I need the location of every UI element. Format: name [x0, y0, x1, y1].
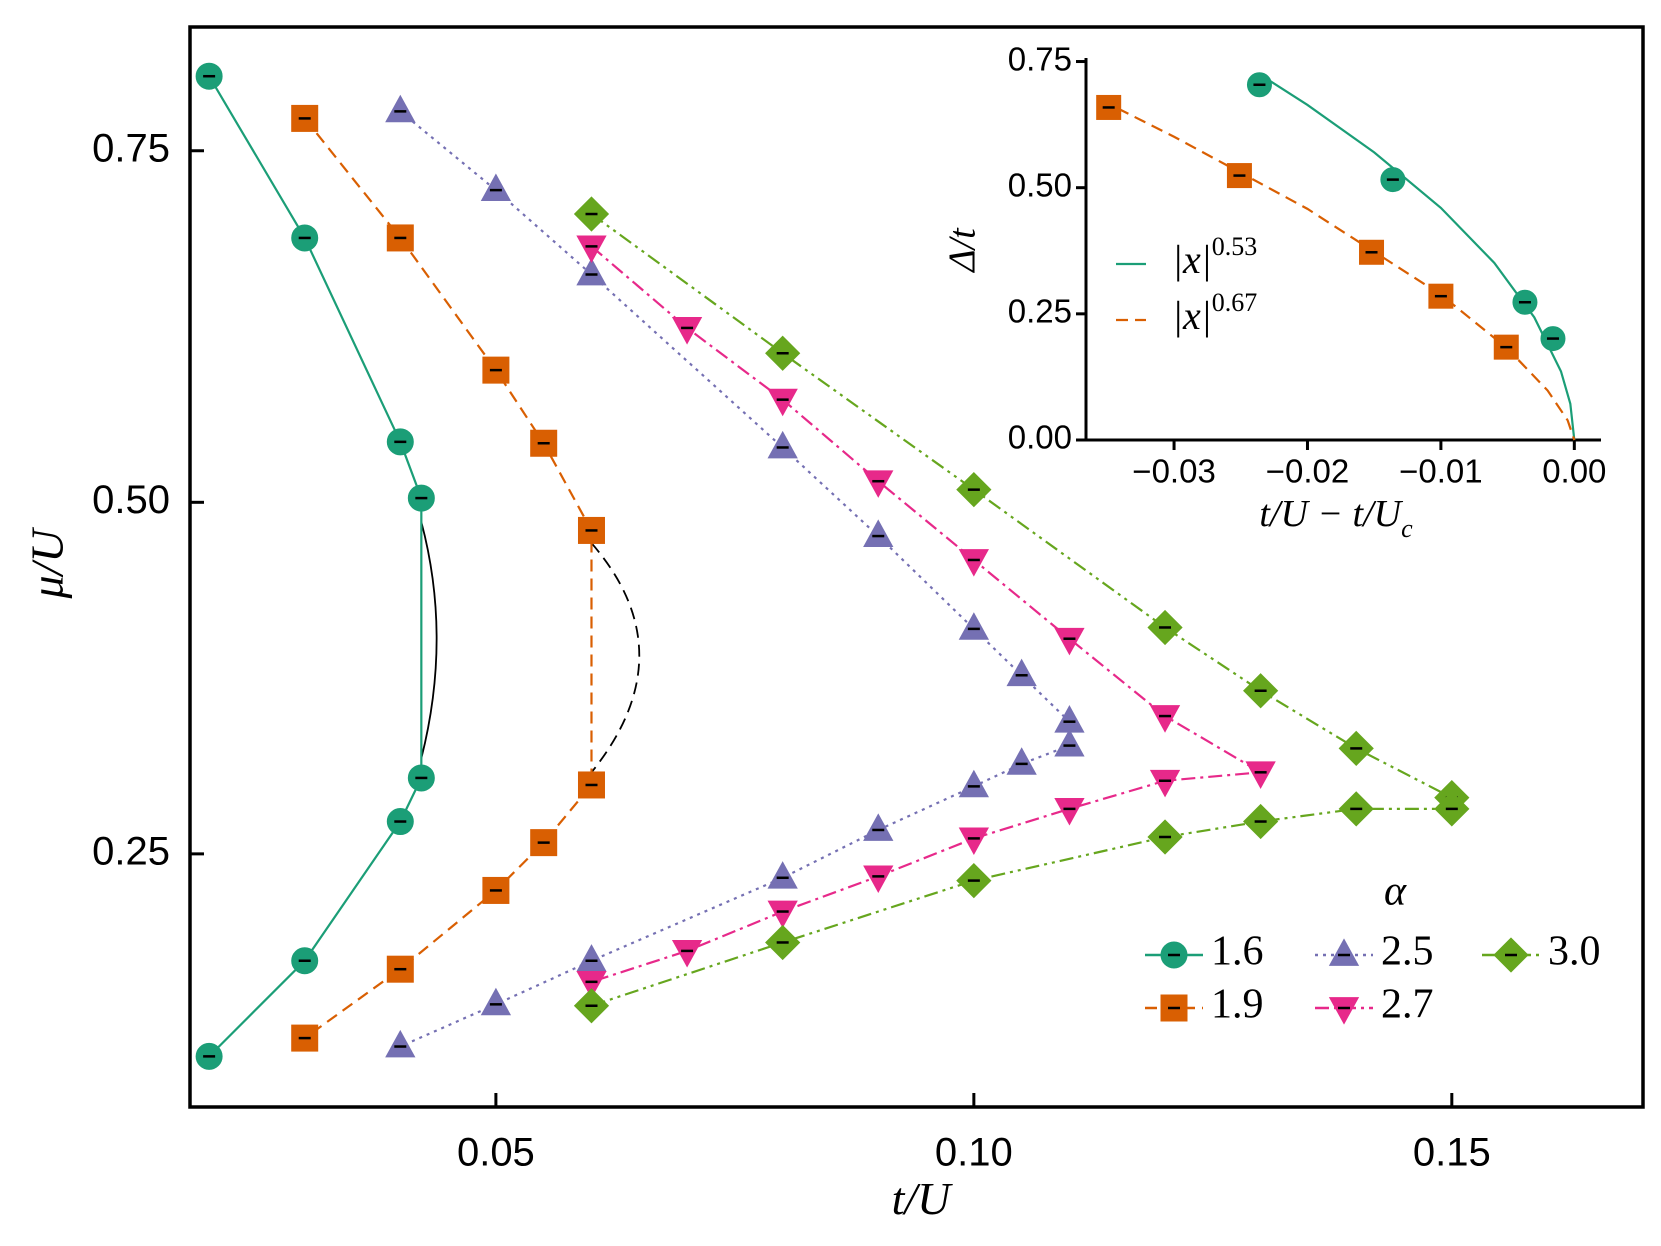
marker	[480, 987, 512, 1016]
marker	[767, 861, 798, 889]
x-axis-label-text: t/U	[892, 1173, 954, 1224]
marker	[958, 549, 990, 577]
guide-curve	[420, 521, 438, 759]
marker	[863, 470, 894, 498]
marker	[1328, 997, 1360, 1025]
marker	[958, 827, 990, 856]
x-tick-label: 0.15	[1413, 1131, 1491, 1175]
marker	[767, 430, 798, 459]
marker	[386, 224, 414, 252]
y-axis-label: Δ/t	[942, 227, 984, 274]
inset-legend: |x|0.53|x|0.67	[1116, 232, 1257, 338]
marker	[1006, 747, 1037, 775]
series-line	[208, 75, 423, 1058]
x-tick-label: −0.01	[1399, 453, 1483, 490]
marker	[1493, 334, 1519, 360]
x-tick-label: −0.02	[1266, 453, 1350, 490]
legend-title: α	[1384, 869, 1407, 915]
marker	[1328, 938, 1360, 966]
marker	[480, 173, 512, 202]
y-tick-label: 0.75	[92, 126, 170, 170]
marker	[767, 900, 798, 929]
marker	[576, 235, 607, 264]
y-tick-label: 0.25	[1008, 293, 1072, 330]
legend-label: |x|0.67	[1172, 288, 1257, 338]
y-tick-label: 0.75	[1008, 40, 1072, 77]
x-tick-label: 0.05	[457, 1131, 535, 1175]
x-axis-label: t/U	[892, 1173, 954, 1224]
marker	[1054, 797, 1085, 826]
marker	[1149, 769, 1181, 798]
x-axis-label-text: t/U − t/U	[1259, 493, 1403, 535]
y-axis-label: μ/U	[22, 527, 73, 600]
x-tick-label: 0.00	[1542, 453, 1606, 490]
marker	[958, 769, 990, 798]
legend-exponent: 0.67	[1212, 288, 1258, 317]
y-tick-label: 0.00	[1008, 419, 1072, 456]
marker	[863, 865, 894, 894]
legend-label: 2.7	[1381, 982, 1434, 1028]
legend-name: |x|	[1172, 237, 1212, 282]
guide-curve	[590, 542, 641, 773]
marker	[1006, 658, 1037, 687]
marker	[958, 612, 990, 640]
y-tick-label: 0.50	[1008, 166, 1072, 203]
legend-name: |x|	[1172, 293, 1212, 338]
legend-label: 2.5	[1381, 929, 1434, 975]
inset-plot: −0.03 −0.02 −0.01 0.00 0.00 0.25 0.50 0.75 t/U −…	[942, 40, 1607, 543]
marker	[863, 813, 894, 841]
marker	[671, 940, 703, 968]
y-tick-label: 0.25	[92, 829, 170, 873]
legend-label: |x|0.53	[1172, 232, 1257, 282]
x-tick-label: −0.03	[1132, 453, 1216, 490]
legend-label: 3.0	[1548, 929, 1601, 975]
main-plot: 0.05 0.10 0.15 0.25 0.50 0.75 t/U μ/U α 1.6 1.9 2.5…	[22, 25, 1645, 1224]
legend-exponent: 0.53	[1212, 232, 1258, 261]
legend-label: 1.9	[1211, 982, 1264, 1028]
marker	[863, 519, 894, 547]
marker	[385, 1029, 416, 1058]
plot-frame	[188, 25, 1645, 1109]
x-axis-label: t/U − t/Uc	[1259, 493, 1413, 544]
x-tick-label: 0.10	[935, 1131, 1013, 1175]
marker	[671, 317, 703, 345]
y-tick-label: 0.50	[92, 478, 170, 522]
marker	[1054, 627, 1085, 656]
marker	[767, 388, 798, 417]
marker	[1054, 728, 1085, 757]
marker	[385, 94, 416, 123]
fit-line	[1258, 73, 1576, 441]
legend-label: 1.6	[1211, 929, 1264, 975]
x-axis-label-sub: c	[1401, 514, 1413, 543]
legend: α 1.6 1.9 2.5 2.7 3.0	[1145, 869, 1601, 1028]
series-line	[590, 213, 1453, 1007]
marker	[1149, 705, 1181, 733]
marker	[1245, 761, 1276, 789]
series-line	[303, 117, 593, 1039]
marker	[576, 257, 607, 286]
marker	[576, 970, 607, 999]
